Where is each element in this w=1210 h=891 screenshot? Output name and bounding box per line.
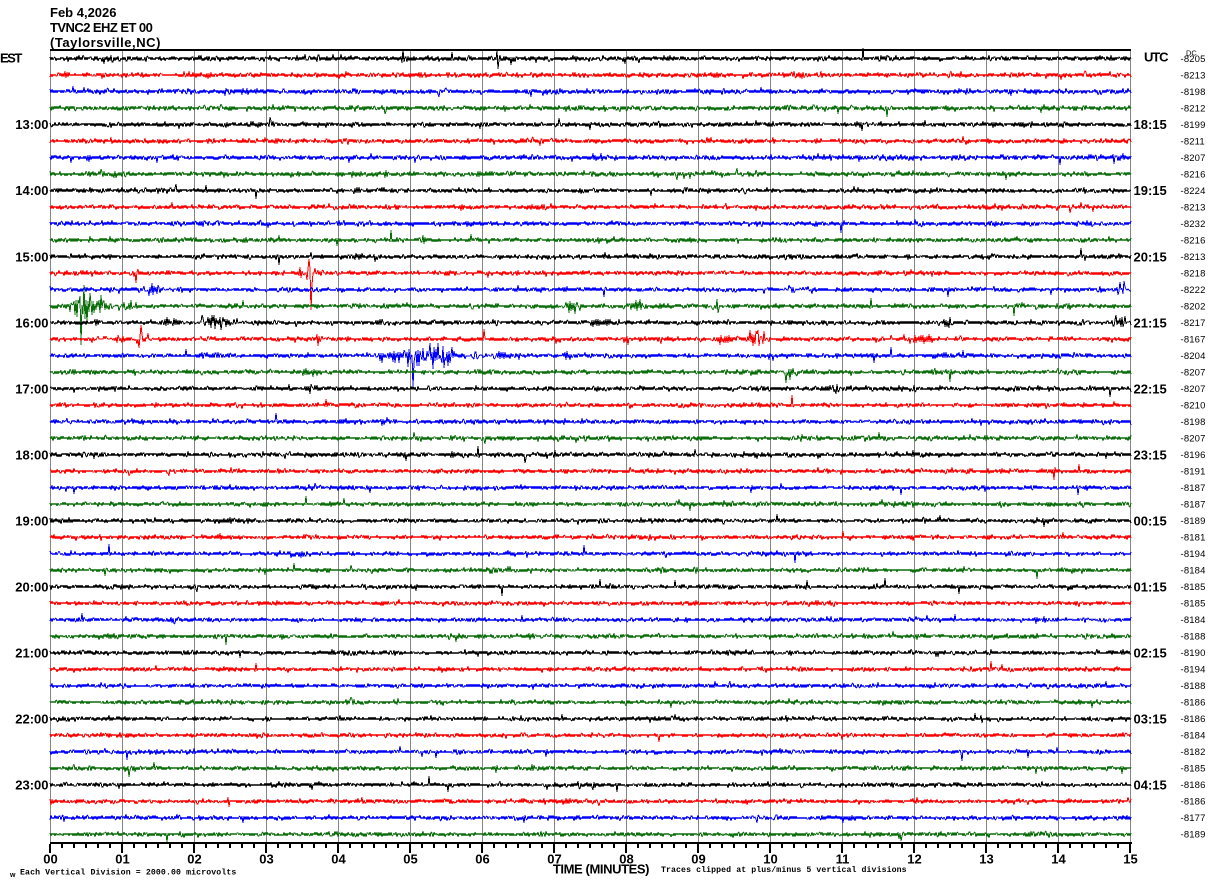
svg-text:18:15: 18:15 xyxy=(1134,117,1167,132)
svg-text:22:15: 22:15 xyxy=(1134,381,1167,396)
svg-text:-8189: -8189 xyxy=(1181,830,1206,841)
svg-text:04: 04 xyxy=(331,852,346,867)
svg-text:-8190: -8190 xyxy=(1181,648,1206,659)
svg-text:DC: DC xyxy=(1186,49,1197,58)
svg-text:-8187: -8187 xyxy=(1181,500,1206,511)
svg-text:-8212: -8212 xyxy=(1181,103,1206,114)
svg-text:-8213: -8213 xyxy=(1181,252,1206,263)
svg-text:-8198: -8198 xyxy=(1181,87,1206,98)
svg-text:04:15: 04:15 xyxy=(1134,778,1167,793)
svg-text:-8222: -8222 xyxy=(1181,285,1206,296)
svg-text:-8185: -8185 xyxy=(1181,599,1206,610)
svg-text:06: 06 xyxy=(475,852,489,867)
svg-text:-8207: -8207 xyxy=(1181,384,1206,395)
svg-text:w: w xyxy=(9,872,16,879)
svg-text:-8217: -8217 xyxy=(1181,318,1206,329)
svg-text:10: 10 xyxy=(763,852,777,867)
svg-text:-8199: -8199 xyxy=(1181,120,1206,131)
svg-text:02: 02 xyxy=(187,852,201,867)
svg-text:21:15: 21:15 xyxy=(1134,315,1167,330)
svg-text:-8181: -8181 xyxy=(1181,533,1206,544)
svg-text:-8205: -8205 xyxy=(1181,54,1206,65)
svg-text:-8218: -8218 xyxy=(1181,269,1206,280)
svg-text:-8232: -8232 xyxy=(1181,219,1206,230)
svg-text:16:00: 16:00 xyxy=(15,315,48,330)
svg-text:02:15: 02:15 xyxy=(1134,645,1167,660)
svg-text:-8194: -8194 xyxy=(1181,665,1206,676)
svg-text:-8207: -8207 xyxy=(1181,153,1206,164)
svg-text:-8167: -8167 xyxy=(1181,335,1206,346)
svg-text:20:00: 20:00 xyxy=(15,579,48,594)
svg-text:-8191: -8191 xyxy=(1181,467,1206,478)
svg-text:-8189: -8189 xyxy=(1181,516,1206,527)
svg-text:UTC: UTC xyxy=(1144,50,1169,65)
svg-text:-8194: -8194 xyxy=(1181,549,1206,560)
svg-text:-8207: -8207 xyxy=(1181,368,1206,379)
svg-text:13:00: 13:00 xyxy=(15,117,48,132)
svg-text:19:00: 19:00 xyxy=(15,513,48,528)
svg-text:13: 13 xyxy=(979,852,993,867)
svg-text:-8207: -8207 xyxy=(1181,434,1206,445)
svg-text:-8185: -8185 xyxy=(1181,764,1206,775)
svg-text:21:00: 21:00 xyxy=(15,645,48,660)
svg-text:22:00: 22:00 xyxy=(15,711,48,726)
svg-text:09: 09 xyxy=(691,852,705,867)
svg-text:11: 11 xyxy=(836,852,850,867)
svg-text:03: 03 xyxy=(259,852,273,867)
svg-text:Feb 4,2026: Feb 4,2026 xyxy=(50,5,117,20)
svg-text:18:00: 18:00 xyxy=(15,447,48,462)
svg-text:15:00: 15:00 xyxy=(15,249,48,264)
svg-text:23:15: 23:15 xyxy=(1134,447,1167,462)
svg-text:-8188: -8188 xyxy=(1181,632,1206,643)
svg-text:15: 15 xyxy=(1123,852,1137,867)
svg-text:-8216: -8216 xyxy=(1181,169,1206,180)
svg-text:Traces clipped at plus/minus 5: Traces clipped at plus/minus 5 vertical … xyxy=(661,865,907,875)
svg-text:-8213: -8213 xyxy=(1181,203,1206,214)
svg-text:-8184: -8184 xyxy=(1181,615,1206,626)
svg-text:-8184: -8184 xyxy=(1181,731,1206,742)
svg-text:-8188: -8188 xyxy=(1181,681,1206,692)
svg-text:19:15: 19:15 xyxy=(1134,183,1167,198)
svg-text:00:15: 00:15 xyxy=(1134,513,1167,528)
svg-text:-8185: -8185 xyxy=(1181,582,1206,593)
svg-text:TIME (MINUTES): TIME (MINUTES) xyxy=(553,862,649,877)
svg-text:12: 12 xyxy=(907,852,921,867)
svg-text:-8186: -8186 xyxy=(1181,698,1206,709)
svg-text:01:15: 01:15 xyxy=(1134,579,1167,594)
svg-text:-8184: -8184 xyxy=(1181,566,1206,577)
svg-text:-8186: -8186 xyxy=(1181,714,1206,725)
svg-text:-8177: -8177 xyxy=(1181,813,1206,824)
svg-text:TVNC2 EHZ ET 00: TVNC2 EHZ ET 00 xyxy=(50,20,153,35)
svg-text:08: 08 xyxy=(619,852,633,867)
svg-text:23:00: 23:00 xyxy=(15,778,48,793)
svg-text:05: 05 xyxy=(403,852,417,867)
svg-text:-8198: -8198 xyxy=(1181,417,1206,428)
svg-text:-8202: -8202 xyxy=(1181,302,1206,313)
svg-text:-8187: -8187 xyxy=(1181,483,1206,494)
svg-text:01: 01 xyxy=(115,852,129,867)
svg-text:-8216: -8216 xyxy=(1181,236,1206,247)
svg-text:-8224: -8224 xyxy=(1181,186,1206,197)
svg-text:14:00: 14:00 xyxy=(15,183,48,198)
svg-text:03:15: 03:15 xyxy=(1134,711,1167,726)
svg-text:(Taylorsville,NC): (Taylorsville,NC) xyxy=(50,35,161,50)
svg-text:-8182: -8182 xyxy=(1181,747,1206,758)
svg-text:17:00: 17:00 xyxy=(15,381,48,396)
svg-text:Each Vertical Division = 2000.: Each Vertical Division = 2000.00 microvo… xyxy=(20,868,236,878)
svg-text:-8186: -8186 xyxy=(1181,780,1206,791)
svg-text:20:15: 20:15 xyxy=(1134,249,1167,264)
svg-text:-8196: -8196 xyxy=(1181,450,1206,461)
svg-text:EST: EST xyxy=(0,51,22,66)
svg-text:-8186: -8186 xyxy=(1181,797,1206,808)
svg-text:-8204: -8204 xyxy=(1181,351,1206,362)
svg-text:-8210: -8210 xyxy=(1181,401,1206,412)
svg-text:14: 14 xyxy=(1051,852,1066,867)
svg-text:-8211: -8211 xyxy=(1181,136,1205,147)
svg-text:00: 00 xyxy=(43,852,57,867)
svg-text:-8213: -8213 xyxy=(1181,70,1206,81)
svg-text:07: 07 xyxy=(547,852,561,867)
